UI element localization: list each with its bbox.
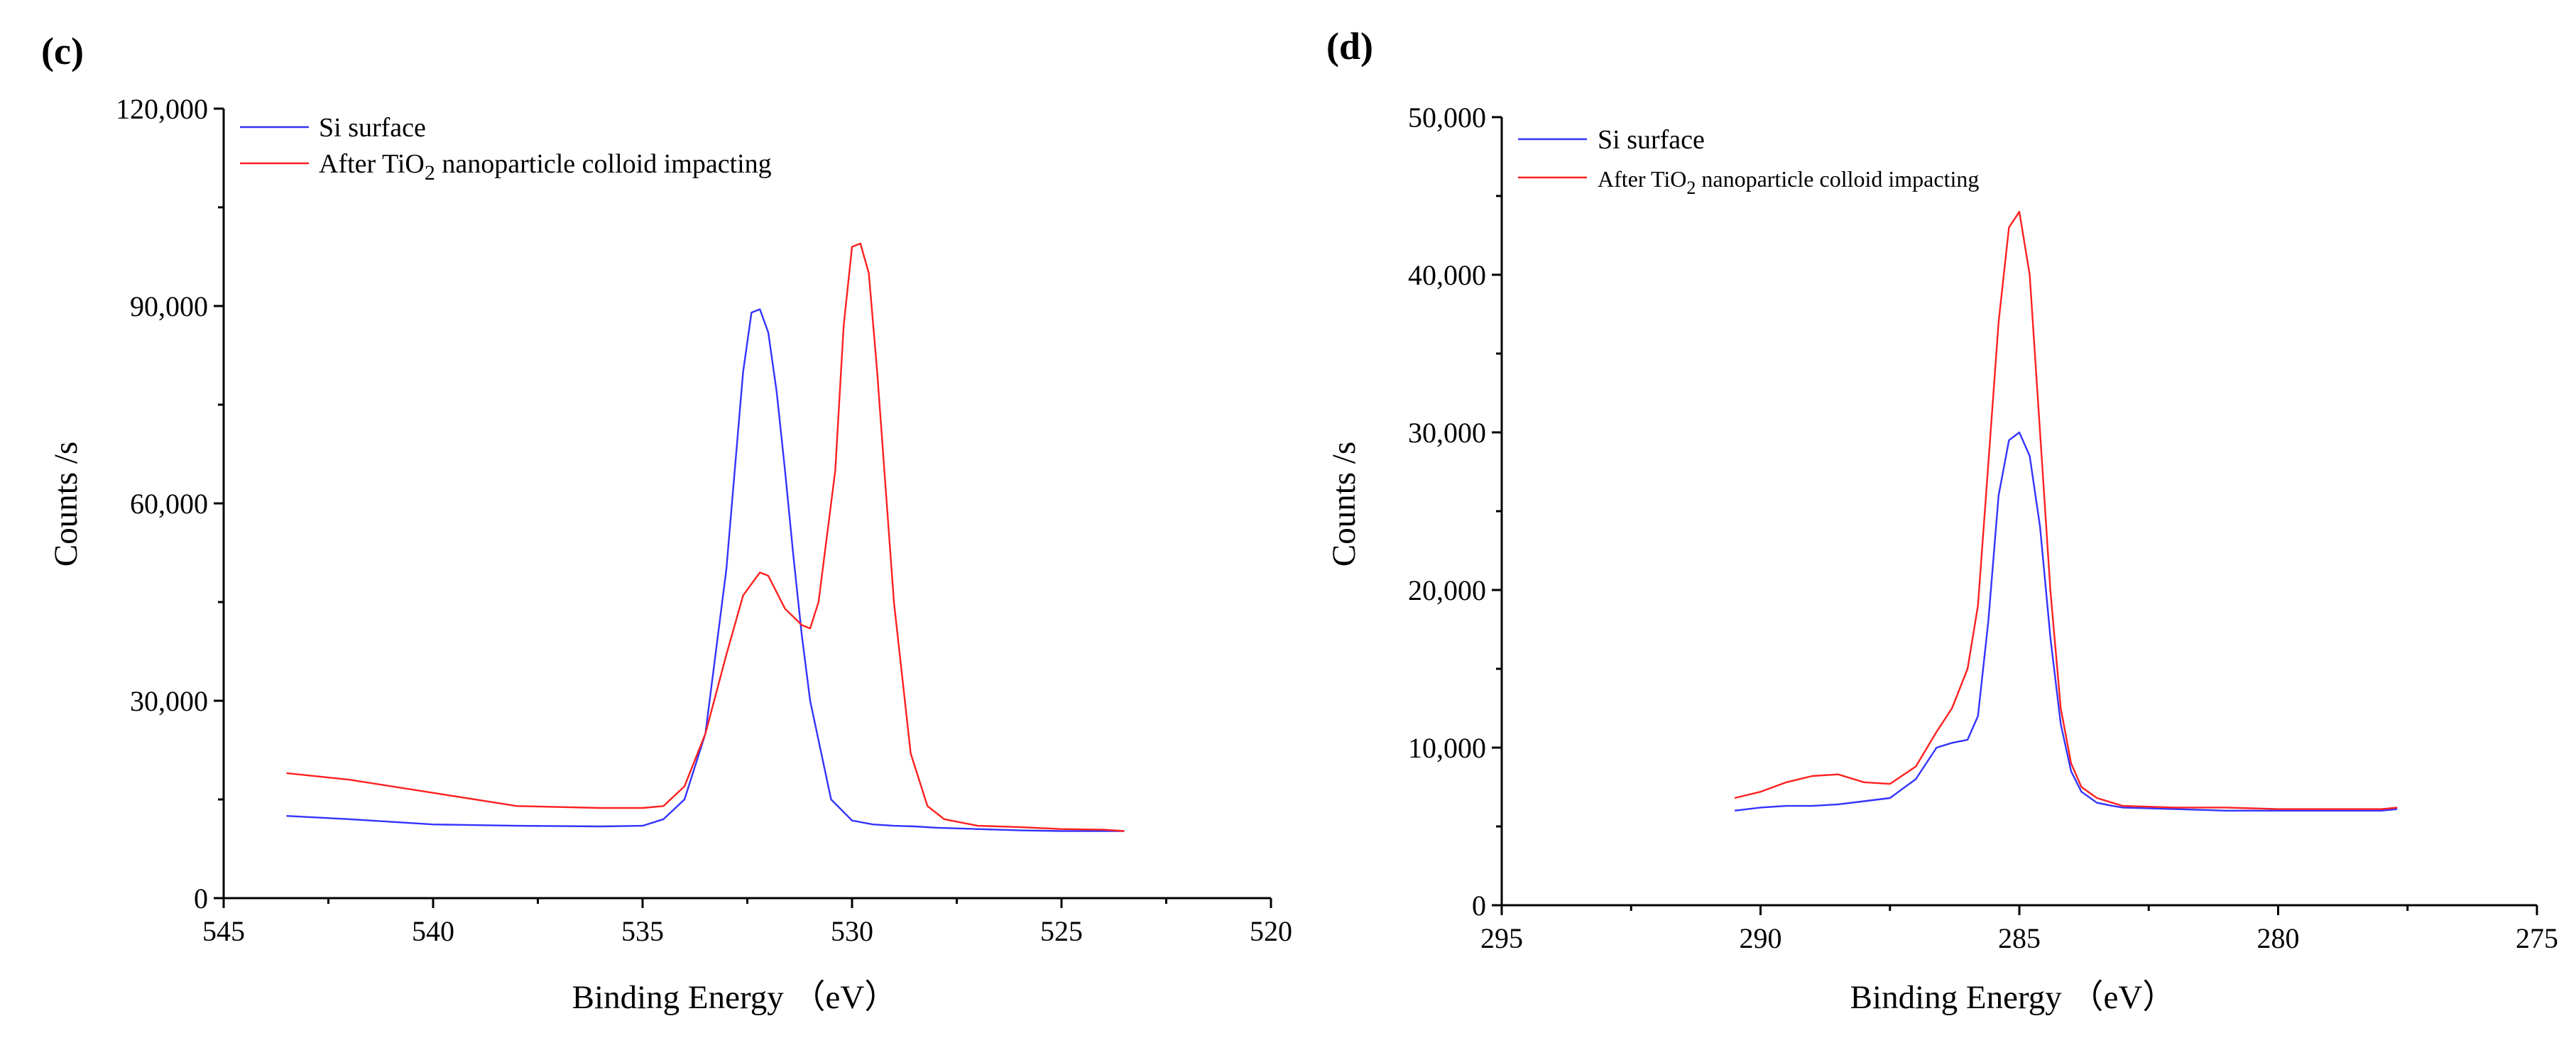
- y-tick-label: 0: [1472, 890, 1486, 922]
- legend-label-main: After TiO: [1598, 166, 1686, 192]
- y-tick-label: 40,000: [1408, 259, 1486, 291]
- x-tick-label: 280: [2257, 922, 2300, 954]
- legend-label: Si surface: [1598, 125, 1705, 155]
- series-line-si-surface: [1734, 431, 2398, 812]
- y-axis-title: Counts /s: [48, 442, 84, 567]
- y-tick-label: 10,000: [1408, 732, 1486, 764]
- series-line-after-tio2: [1734, 211, 2398, 810]
- series-line-si-surface: [286, 308, 1125, 832]
- x-tick-label: 520: [1250, 915, 1292, 947]
- legend-label: After TiO2 nanoparticle colloid impactin…: [1598, 166, 1979, 198]
- x-axis-title: Binding Energy （eV）: [1850, 979, 2176, 1016]
- y-tick-label: 60,000: [130, 488, 208, 520]
- x-tick-label: 540: [412, 915, 454, 947]
- y-tick-label: 0: [194, 883, 208, 914]
- legend-label-subscript: 2: [425, 161, 435, 185]
- legend-label-tail: nanoparticle colloid impacting: [1696, 166, 1979, 192]
- x-tick-label: 275: [2516, 922, 2558, 954]
- y-axis-title: Counts /s: [1326, 442, 1363, 567]
- x-axis-title: Binding Energy （eV）: [572, 979, 898, 1016]
- y-tick-label: 20,000: [1408, 574, 1486, 606]
- y-tick-label: 50,000: [1408, 102, 1486, 133]
- chart-panel-0: (c) 0 30,000 60,000 90,000 120,000 545 540 535 53…: [41, 30, 1292, 1016]
- panel-label: (c): [41, 30, 84, 72]
- legend-label: After TiO2 nanoparticle colloid impactin…: [319, 149, 772, 185]
- series-line-after-tio2: [286, 242, 1125, 832]
- x-tick-label: 285: [1998, 922, 2041, 954]
- x-tick-label: 530: [831, 915, 873, 947]
- y-tick-label: 30,000: [130, 685, 208, 717]
- x-tick-label: 545: [202, 915, 245, 947]
- y-tick-label: 90,000: [130, 290, 208, 322]
- legend-label-main: Si surface: [319, 113, 426, 143]
- x-tick-label: 525: [1040, 915, 1083, 947]
- chart-panel-1: (d) 0 10,000 20,000 30,000 40,000 50,000 295 290…: [1326, 25, 2558, 1016]
- legend-label-main: Si surface: [1598, 125, 1705, 155]
- x-tick-label: 535: [621, 915, 664, 947]
- panel-label: (d): [1326, 25, 1373, 67]
- y-tick-label: 30,000: [1408, 417, 1486, 449]
- legend-label-main: After TiO: [319, 149, 425, 179]
- y-tick-label: 120,000: [116, 93, 208, 125]
- legend-label-subscript: 2: [1686, 177, 1696, 198]
- x-tick-label: 290: [1740, 922, 1782, 954]
- legend-label-tail: nanoparticle colloid impacting: [435, 149, 772, 179]
- x-tick-label: 295: [1480, 922, 1523, 954]
- legend-label: Si surface: [319, 113, 426, 143]
